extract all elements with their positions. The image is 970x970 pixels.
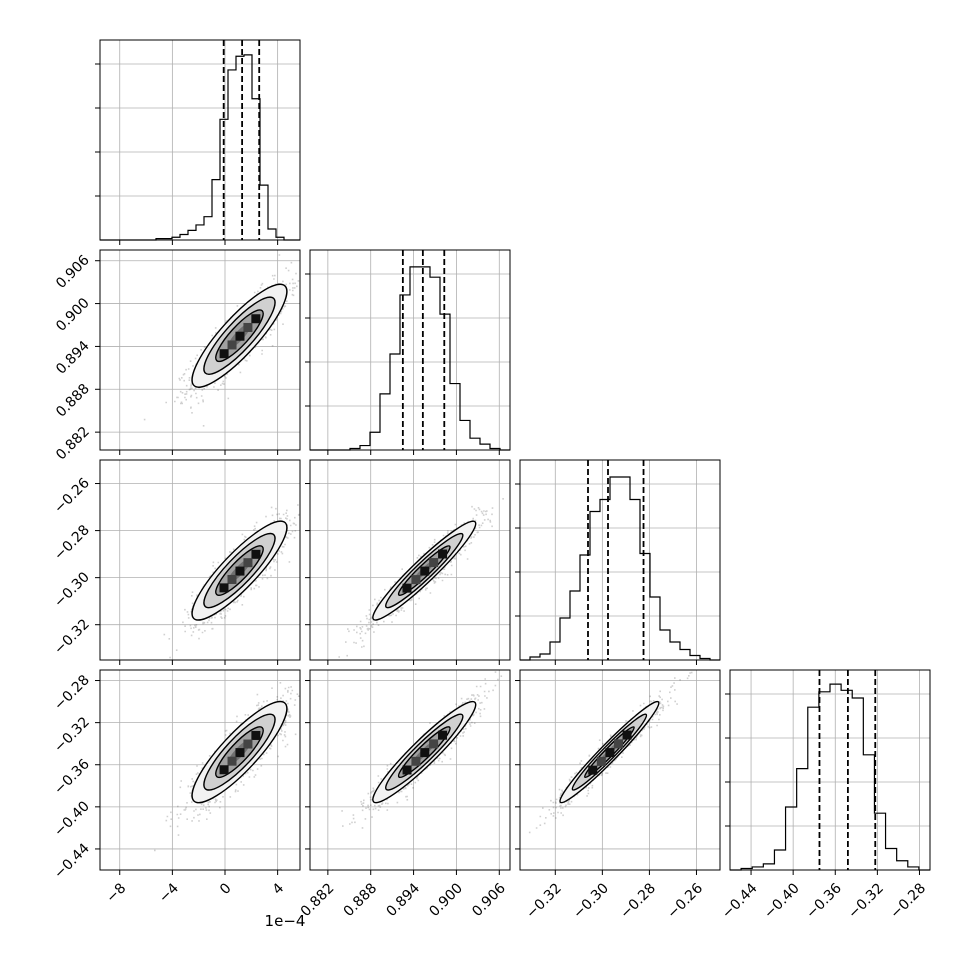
density-cell <box>411 575 421 585</box>
y-tick-label: −0.28 <box>51 672 93 714</box>
density-cell <box>219 349 229 359</box>
hist-step-2 <box>520 476 720 661</box>
x-tick-label: −0.28 <box>887 880 929 922</box>
y-tick-label: 0.894 <box>53 338 93 378</box>
density-cell <box>227 756 237 766</box>
x-tick-label: 0.900 <box>426 880 466 920</box>
density-cell <box>402 765 412 775</box>
y-tick-label: −0.40 <box>51 798 93 840</box>
x-tick-label: −0.44 <box>719 880 761 922</box>
density-cell <box>605 748 615 758</box>
hist-step-3 <box>730 683 930 871</box>
x-tick-label: −0.28 <box>617 880 659 922</box>
pair-panel-2-3 <box>519 669 721 871</box>
y-tick-label: −0.32 <box>51 714 93 756</box>
y-tick-label: −0.36 <box>51 756 93 798</box>
axes-frame <box>519 459 721 661</box>
x-tick-label: −0.36 <box>803 880 845 922</box>
x-tick-label: 0.894 <box>384 880 424 920</box>
density-cell <box>227 574 237 584</box>
hist-panel-2 <box>515 459 721 661</box>
density-cell <box>596 756 606 766</box>
y-tick-label: −0.26 <box>51 475 93 517</box>
x-tick-label: −4 <box>156 880 182 906</box>
x-tick-label: −0.32 <box>845 880 887 922</box>
density-cell <box>243 558 253 568</box>
density-cell <box>429 739 439 749</box>
density-cell <box>402 583 412 593</box>
x-tick-label: −8 <box>103 880 129 906</box>
y-tick-label: 0.900 <box>53 295 93 335</box>
density-cell <box>235 331 245 341</box>
hist-step-0 <box>100 54 300 241</box>
y-tick-label: 0.888 <box>53 381 93 421</box>
y-tick-label: −0.30 <box>51 569 93 611</box>
pair-panel-1-2 <box>309 459 511 661</box>
density-cell <box>438 730 448 740</box>
pair-panel-0-2 <box>99 459 301 661</box>
axes-frame <box>99 669 301 871</box>
density-cell <box>219 583 229 593</box>
density-cell <box>411 756 421 766</box>
axes-frame <box>309 249 511 451</box>
density-cell <box>588 765 598 775</box>
axes-frame <box>99 459 301 661</box>
density-cell <box>251 549 261 559</box>
density-cell <box>438 549 448 559</box>
density-cell <box>429 558 439 568</box>
density-cell <box>219 765 229 775</box>
density-cell <box>420 566 430 576</box>
density-cell <box>235 566 245 576</box>
x-tick-label: −0.32 <box>523 880 565 922</box>
x-tick-label: 0.888 <box>341 880 381 920</box>
x-offset-label: 1e−4 <box>265 912 306 930</box>
x-tick-label: 0.906 <box>469 880 509 920</box>
axes-frame <box>309 459 511 661</box>
x-tick-label: −0.30 <box>570 880 612 922</box>
y-tick-label: −0.32 <box>51 616 93 658</box>
hist-step-1 <box>310 266 510 451</box>
x-tick-label: −0.26 <box>664 880 706 922</box>
axes-frame <box>519 669 721 871</box>
y-tick-label: 0.882 <box>53 424 93 464</box>
hist-panel-0 <box>95 39 301 241</box>
pair-panel-1-3 <box>309 669 511 871</box>
density-cell <box>235 748 245 758</box>
hist-panel-1 <box>305 249 511 451</box>
density-cell <box>622 730 632 740</box>
density-cell <box>243 739 253 749</box>
x-tick-label: 0 <box>217 880 235 898</box>
density-cell <box>420 748 430 758</box>
axes-frame <box>309 669 511 871</box>
pair-panel-0-3 <box>99 669 301 871</box>
pair-panel-0-1 <box>99 249 301 451</box>
density-cell <box>227 340 237 350</box>
x-tick-label: 4 <box>270 880 288 898</box>
axes-frame <box>99 39 301 241</box>
y-tick-label: −0.28 <box>51 522 93 564</box>
y-tick-label: −0.44 <box>51 840 93 882</box>
axes-frame <box>729 669 931 871</box>
y-tick-label: 0.906 <box>53 252 93 292</box>
hist-panel-3 <box>725 669 931 871</box>
density-cell <box>613 739 623 749</box>
density-cell <box>251 314 261 324</box>
density-cell <box>251 730 261 740</box>
axes-frame <box>99 249 301 451</box>
x-tick-label: −0.40 <box>761 880 803 922</box>
density-cell <box>243 322 253 332</box>
